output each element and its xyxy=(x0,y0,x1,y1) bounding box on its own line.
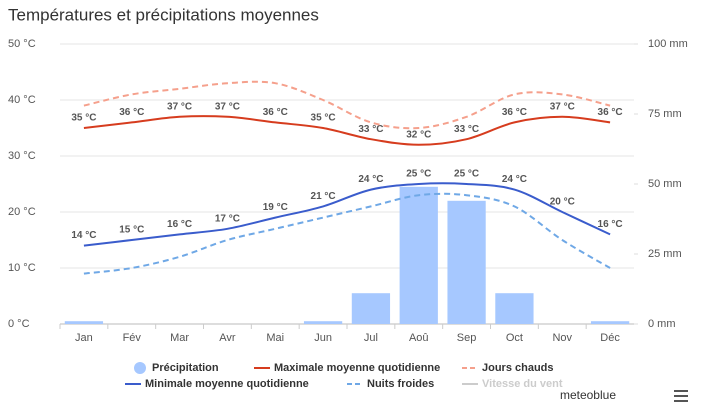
x-tick-label: Jan xyxy=(75,332,93,344)
data-label: 36 °C xyxy=(263,107,288,118)
data-label: 33 °C xyxy=(454,124,479,135)
bar xyxy=(64,321,104,324)
x-tick-label: Jun xyxy=(314,332,332,344)
x-tick-label: Aoû xyxy=(409,332,429,344)
data-label: 24 °C xyxy=(502,174,527,185)
data-label: 33 °C xyxy=(358,124,383,135)
y2-tick-label: 100 mm xyxy=(648,38,688,50)
legend-label[interactable]: Minimale moyenne quotidienne xyxy=(145,378,309,390)
data-label: 21 °C xyxy=(311,191,336,202)
menu-icon[interactable] xyxy=(674,390,688,402)
data-label: 24 °C xyxy=(358,174,383,185)
data-label: 25 °C xyxy=(406,169,431,180)
line xyxy=(83,115,611,146)
bar xyxy=(303,321,343,324)
data-label: 37 °C xyxy=(550,101,575,112)
x-tick-label: Nov xyxy=(552,332,572,344)
y-tick-label: 50 °C xyxy=(8,38,36,50)
bar xyxy=(590,321,630,324)
x-tick-label: Oct xyxy=(506,332,523,344)
data-label: 36 °C xyxy=(598,107,623,118)
y2-tick-label: 0 mm xyxy=(648,318,676,330)
bar xyxy=(351,293,391,324)
x-tick-label: Déc xyxy=(600,332,620,344)
brand: meteoblue xyxy=(560,388,616,402)
data-label: 20 °C xyxy=(550,197,575,208)
data-label: 16 °C xyxy=(167,219,192,230)
data-label: 15 °C xyxy=(119,225,144,236)
legend-swatch xyxy=(134,362,146,374)
x-tick-label: Jul xyxy=(364,332,378,344)
data-label: 36 °C xyxy=(119,107,144,118)
x-tick-label: Avr xyxy=(219,332,236,344)
data-label: 35 °C xyxy=(311,113,336,124)
data-label: 37 °C xyxy=(215,101,240,112)
data-label: 19 °C xyxy=(263,202,288,213)
y-tick-label: 10 °C xyxy=(8,262,36,274)
data-label: 14 °C xyxy=(71,230,96,241)
data-label: 25 °C xyxy=(454,169,479,180)
bar xyxy=(447,200,486,324)
data-label: 36 °C xyxy=(502,107,527,118)
y2-tick-label: 25 mm xyxy=(648,248,682,260)
legend-label[interactable]: Vitesse du vent xyxy=(482,378,563,390)
data-label: 17 °C xyxy=(215,213,240,224)
line xyxy=(83,182,611,247)
chart-title: Températures et précipitations moyennes xyxy=(8,5,319,24)
data-label: 32 °C xyxy=(406,129,431,140)
y-tick-label: 40 °C xyxy=(8,94,36,106)
data-label: 35 °C xyxy=(71,113,96,124)
dashed-line xyxy=(83,80,611,130)
legend-label[interactable]: Nuits froides xyxy=(367,378,434,390)
y2-tick-label: 50 mm xyxy=(648,178,682,190)
y-tick-label: 20 °C xyxy=(8,206,36,218)
x-tick-label: Sep xyxy=(457,332,477,344)
data-label: 16 °C xyxy=(598,219,623,230)
y2-tick-label: 75 mm xyxy=(648,108,682,120)
legend-label[interactable]: Jours chauds xyxy=(482,362,554,374)
y-tick-label: 0 °C xyxy=(8,318,30,330)
y-tick-label: 30 °C xyxy=(8,150,36,162)
legend-label[interactable]: Précipitation xyxy=(152,362,219,374)
legend-label[interactable]: Maximale moyenne quotidienne xyxy=(274,362,440,374)
x-tick-label: Fév xyxy=(123,332,142,344)
x-tick-label: Mai xyxy=(266,332,284,344)
bar xyxy=(495,293,534,324)
dashed-line xyxy=(83,192,611,275)
data-label: 37 °C xyxy=(167,101,192,112)
bar xyxy=(399,186,438,324)
x-tick-label: Mar xyxy=(170,332,189,344)
